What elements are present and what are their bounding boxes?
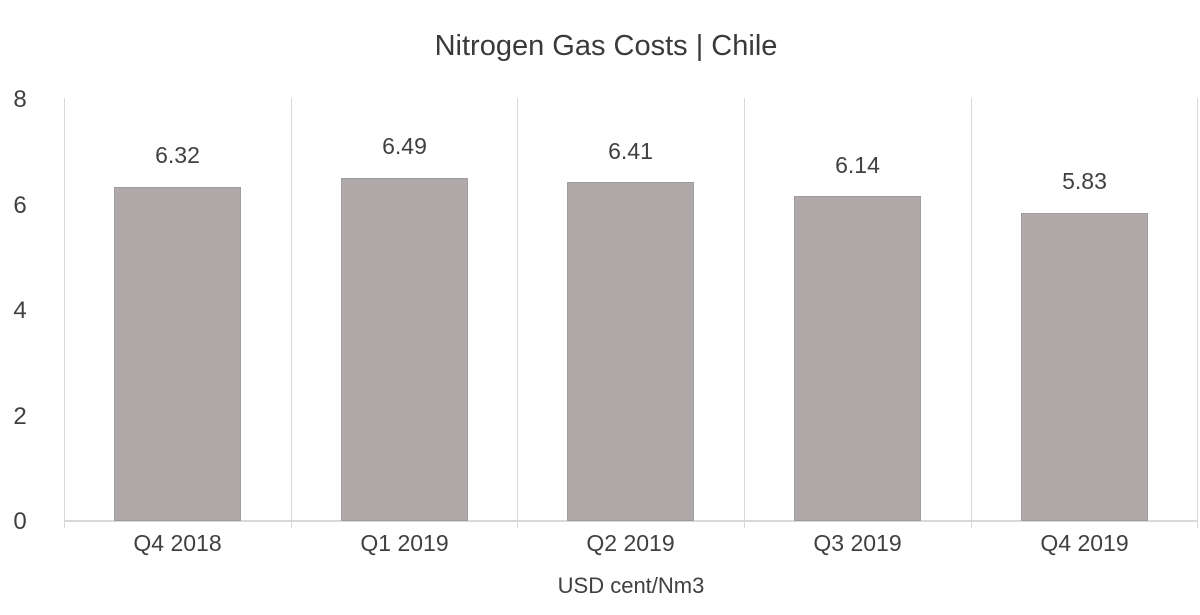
grid-line [291,98,292,521]
x-tick-label: Q1 2019 [360,530,449,556]
y-tick-4: 4 [13,297,27,324]
grid-line [64,98,65,521]
grid-line [971,98,972,521]
grid-line [517,98,518,521]
data-label: 6.32 [155,142,200,168]
bar-q4-2019 [1021,213,1148,521]
bar-q1-2019 [341,178,468,521]
x-tick-label: Q4 2019 [1040,530,1129,556]
x-tick-mark [64,521,65,528]
y-tick-2: 2 [13,403,27,430]
x-tick-mark [291,521,292,528]
x-tick-mark [744,521,745,528]
data-label: 6.14 [835,152,880,178]
x-axis-title: USD cent/Nm3 [557,573,705,598]
grid-line [744,98,745,521]
x-tick-mark [971,521,972,528]
x-tick-mark [1197,521,1198,528]
y-tick-8: 8 [13,86,27,113]
bar-q3-2019 [794,196,921,521]
bar-q4-2018 [114,187,241,521]
x-tick-label: Q3 2019 [813,530,902,556]
y-tick-6: 6 [13,192,27,219]
x-tick-mark [517,521,518,528]
data-label: 6.41 [608,138,653,164]
chart-title: Nitrogen Gas Costs | Chile [434,30,778,62]
y-tick-0: 0 [13,508,27,535]
x-tick-label: Q4 2018 [133,530,222,556]
data-label: 5.83 [1062,168,1107,194]
bar-q2-2019 [567,182,694,521]
grid-line [1197,98,1198,521]
x-tick-label: Q2 2019 [586,530,675,556]
x-axis-line [64,520,1198,522]
data-label: 6.49 [382,133,427,159]
